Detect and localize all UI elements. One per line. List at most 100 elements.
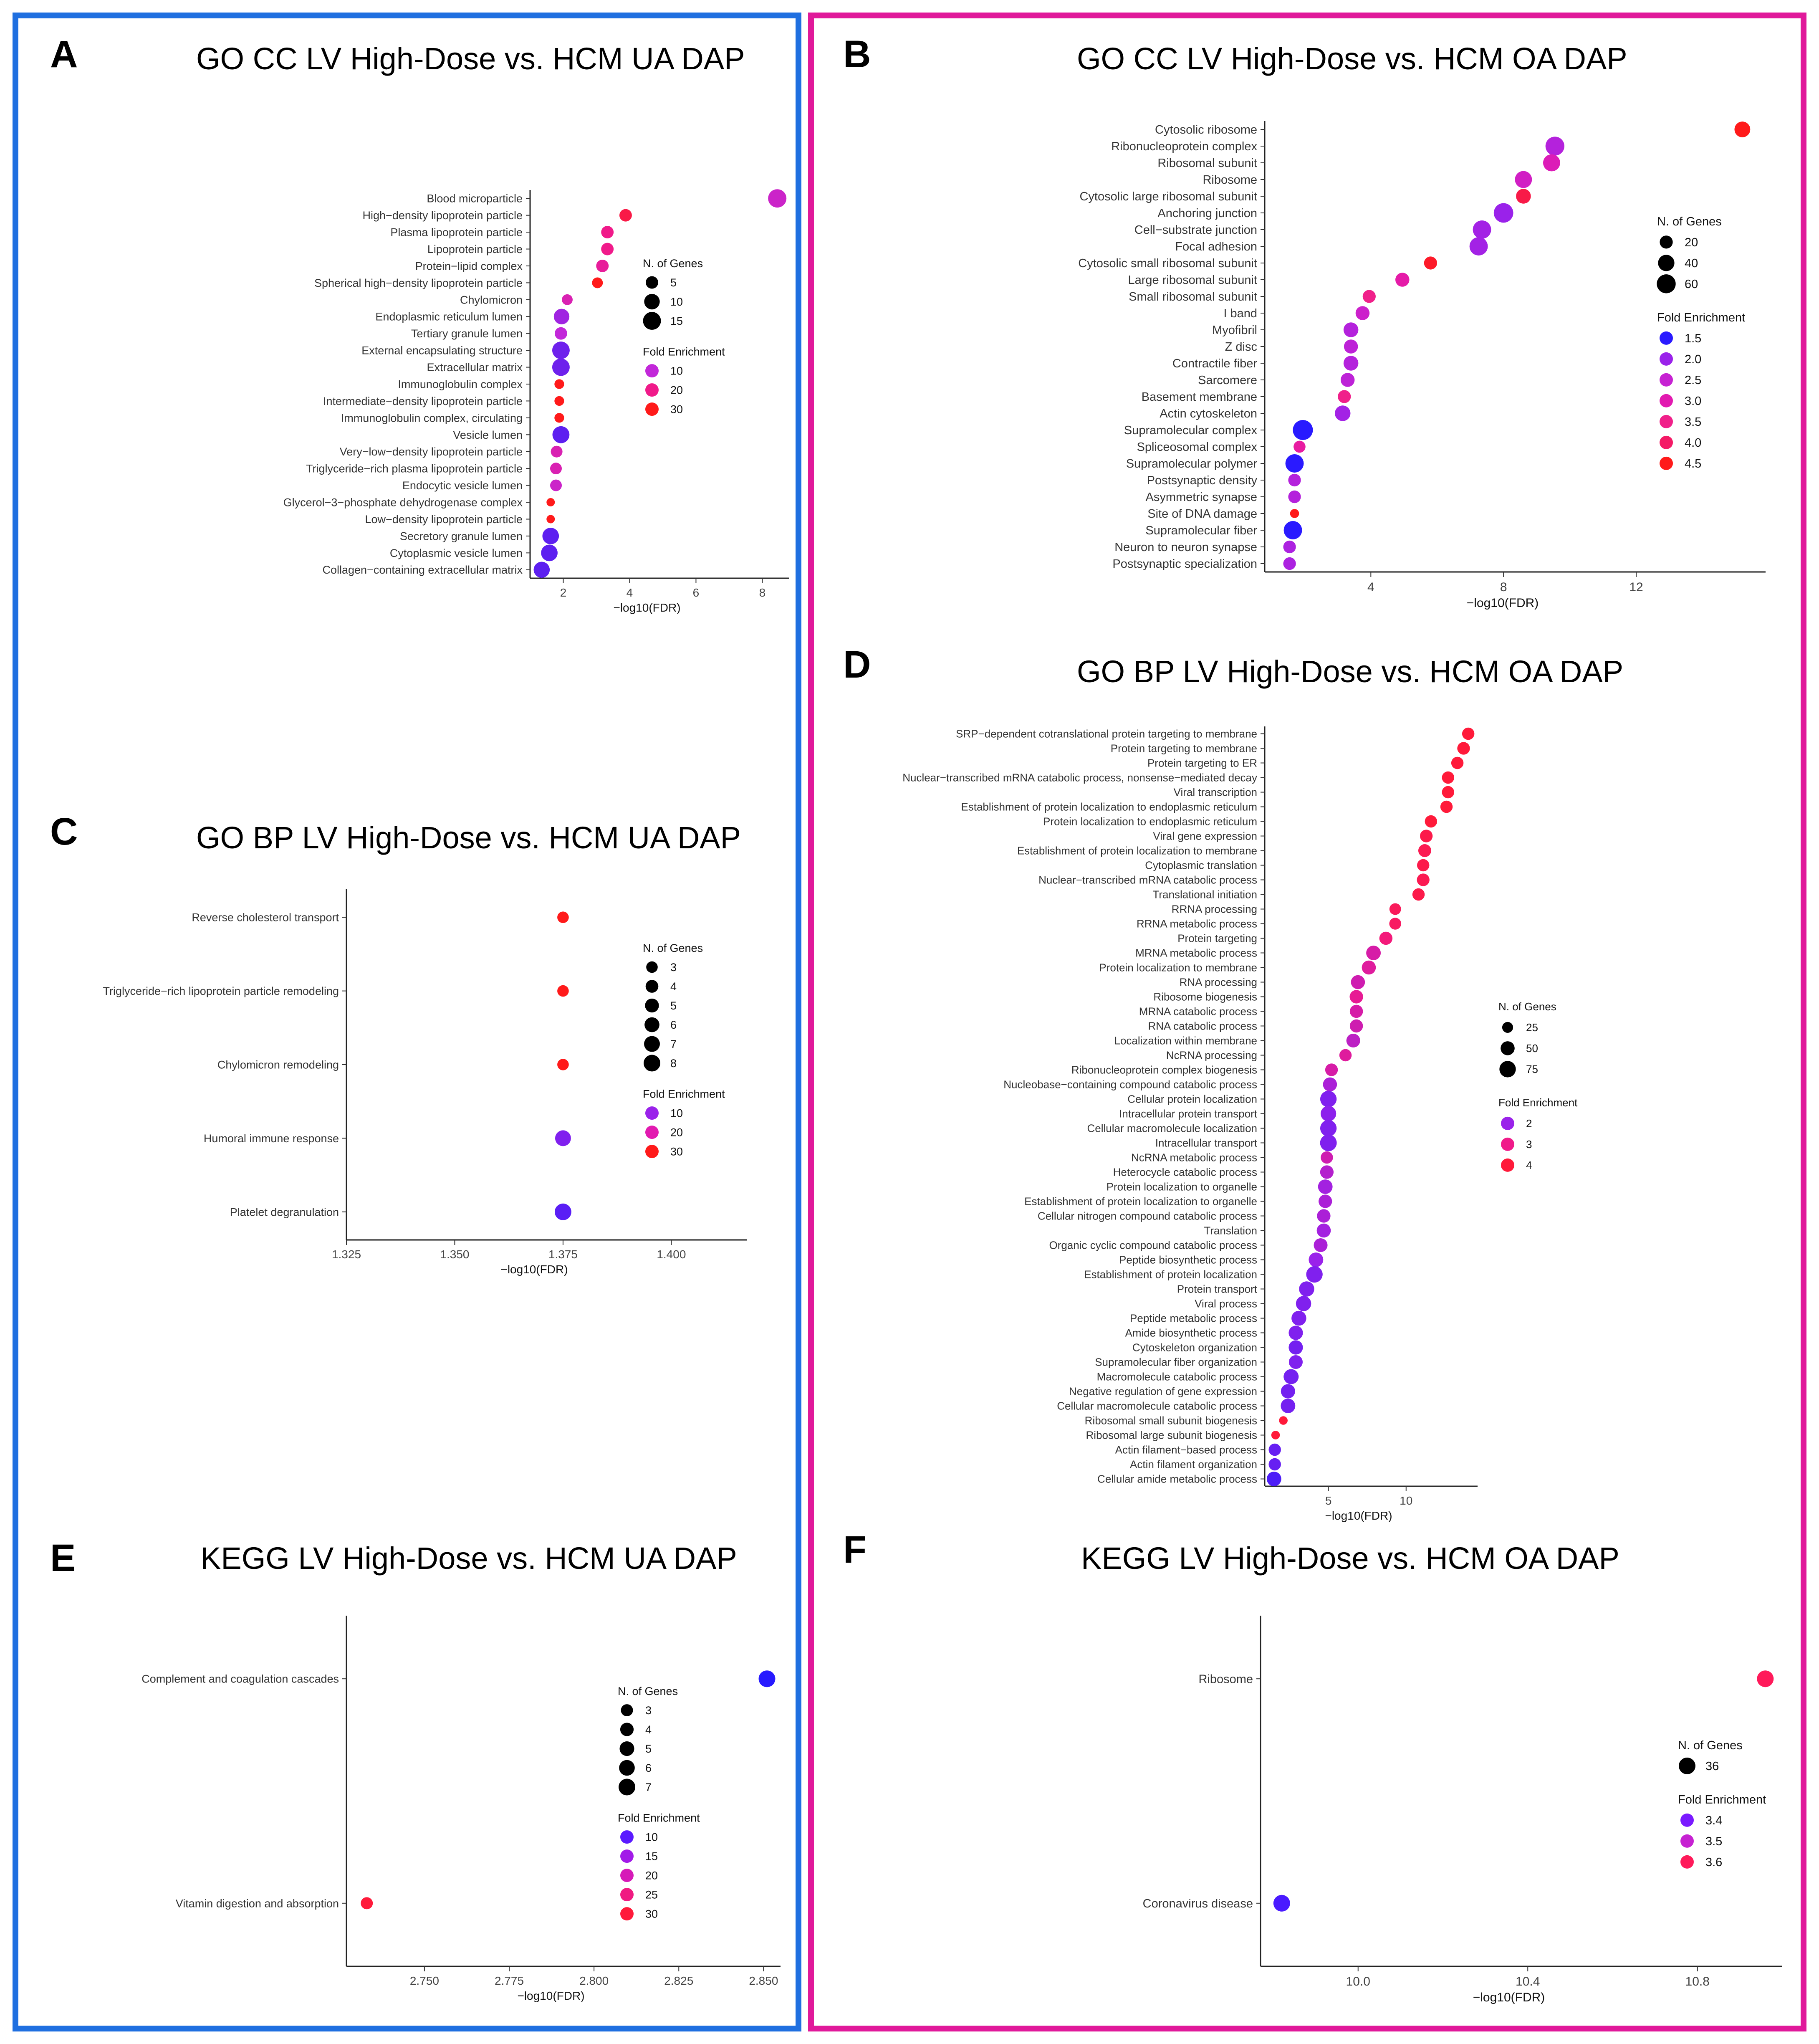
category-label: Focal adhesion — [1175, 240, 1257, 253]
data-point — [1343, 356, 1359, 371]
data-point — [601, 226, 614, 239]
legend-color-title: Fold Enrichment — [1657, 311, 1745, 324]
legend-color-label: 4.0 — [1685, 436, 1701, 450]
legend-size-label: 75 — [1526, 1063, 1538, 1075]
legend-size-label: 10 — [670, 296, 683, 308]
category-label: Contractile fiber — [1172, 357, 1257, 370]
legend-color-label: 30 — [645, 1908, 658, 1920]
data-point — [1323, 1077, 1337, 1092]
legend-size-label: 4 — [670, 980, 677, 993]
data-point — [546, 498, 555, 507]
legend-size-label: 40 — [1685, 257, 1698, 270]
category-label: Collagen−containing extracellular matrix — [322, 564, 523, 576]
category-label: Basement membrane — [1142, 390, 1257, 404]
data-point — [554, 396, 564, 406]
legend-color-marker — [645, 1126, 659, 1139]
legend-size-label: 4 — [645, 1723, 652, 1736]
legend-color-marker — [1660, 331, 1673, 345]
data-point — [1420, 830, 1433, 842]
legend-color-label: 2 — [1526, 1117, 1532, 1130]
panel-letter-e: E — [50, 1537, 76, 1579]
legend-size-marker — [1502, 1022, 1513, 1033]
legend-size-marker — [1658, 255, 1675, 271]
data-point — [1318, 1179, 1333, 1194]
category-label: High−density lipoprotein particle — [363, 209, 523, 222]
chart-f: Ribosome Coronavirus disease 10.0 10.4 10.8 −… — [1143, 1616, 1782, 2004]
data-point — [1285, 454, 1304, 473]
category-label: Glycerol−3−phosphate dehydrogenase compl… — [283, 496, 523, 508]
category-label: Cellular macromolecule catabolic process — [1057, 1400, 1257, 1412]
data-point — [1268, 1443, 1281, 1456]
data-point — [1320, 1120, 1337, 1137]
data-point — [550, 479, 562, 491]
category-label: Site of DNA damage — [1147, 507, 1257, 521]
data-point — [557, 911, 569, 923]
legend-color-marker — [645, 383, 659, 397]
legend-size-marker — [644, 1036, 660, 1052]
data-point — [1309, 1252, 1324, 1267]
legend-color-label: 10 — [670, 1107, 683, 1120]
category-label: NcRNA metabolic process — [1131, 1151, 1257, 1164]
category-label: Cytoplasmic vesicle lumen — [390, 547, 523, 559]
legend-color-label: 20 — [670, 1126, 683, 1139]
data-point — [768, 189, 787, 208]
x-axis-title: −log10(FDR) — [613, 601, 680, 614]
data-point — [552, 426, 570, 443]
category-label: Vitamin digestion and absorption — [176, 1897, 339, 1910]
data-point — [550, 463, 562, 475]
legend-size-label: 36 — [1705, 1760, 1719, 1773]
legend-color-label: 15 — [645, 1850, 658, 1863]
x-tick-label: 12 — [1629, 580, 1643, 594]
data-point — [1473, 220, 1491, 239]
category-label: Nuclear−transcribed mRNA catabolic proce… — [1038, 874, 1257, 886]
data-point — [546, 515, 555, 524]
data-point — [1417, 873, 1430, 886]
legend-size-label: 7 — [645, 1781, 652, 1794]
category-label: Nuclear−transcribed mRNA catabolic proce… — [902, 772, 1257, 784]
data-point — [1273, 1895, 1290, 1912]
chart-e: Complement and coagulation cascades Vitam… — [141, 1616, 781, 2002]
category-label: Reverse cholesterol transport — [192, 911, 339, 924]
data-point — [1424, 256, 1437, 270]
legend-size-marker — [619, 1741, 634, 1756]
data-point — [1294, 440, 1306, 453]
data-point — [557, 1059, 569, 1070]
data-point — [596, 260, 609, 272]
data-point — [1349, 1019, 1363, 1033]
legend-color-label: 3.5 — [1685, 415, 1701, 429]
data-point — [1425, 815, 1438, 828]
data-point — [554, 1203, 571, 1220]
data-point — [554, 327, 567, 340]
category-label: Peptide biosynthetic process — [1119, 1254, 1257, 1266]
category-label: Protein localization to endoplasmic reti… — [1043, 815, 1257, 828]
data-point — [1362, 290, 1376, 303]
data-point — [1291, 1310, 1306, 1326]
category-label: Establishment of protein localization — [1084, 1268, 1257, 1281]
legend-color-title: Fold Enrichment — [1498, 1096, 1578, 1109]
category-label: Intracellular transport — [1155, 1137, 1258, 1149]
category-label: Translation — [1204, 1224, 1257, 1237]
legend-size-marker — [1499, 1061, 1516, 1078]
legend-size-marker — [646, 961, 658, 973]
x-tick-label: 2.775 — [495, 1974, 524, 1987]
x-tick-label: 1.400 — [657, 1248, 686, 1261]
legend-size-marker — [646, 276, 658, 289]
legend-size-label: 6 — [670, 1019, 677, 1031]
legend-size-label: 15 — [670, 315, 683, 327]
legend-color-marker — [1680, 1813, 1694, 1827]
right-panel-frame — [808, 13, 1806, 2031]
category-label: Low−density lipoprotein particle — [365, 513, 523, 526]
legend-color-label: 3.6 — [1705, 1856, 1722, 1869]
category-label: Actin filament organization — [1130, 1458, 1257, 1471]
data-point — [1440, 800, 1453, 813]
data-point — [1412, 888, 1425, 901]
category-label: Coronavirus disease — [1143, 1897, 1253, 1910]
category-label: Organic cyclic compound catabolic proces… — [1049, 1239, 1257, 1252]
x-tick-label: 2 — [560, 586, 567, 599]
data-point — [533, 562, 550, 578]
legend-color-marker — [1660, 435, 1673, 449]
x-tick-label: 10.0 — [1346, 1975, 1370, 1988]
data-point — [1283, 540, 1296, 554]
category-label: Amide biosynthetic process — [1125, 1327, 1257, 1339]
legend-size-marker — [621, 1704, 633, 1717]
